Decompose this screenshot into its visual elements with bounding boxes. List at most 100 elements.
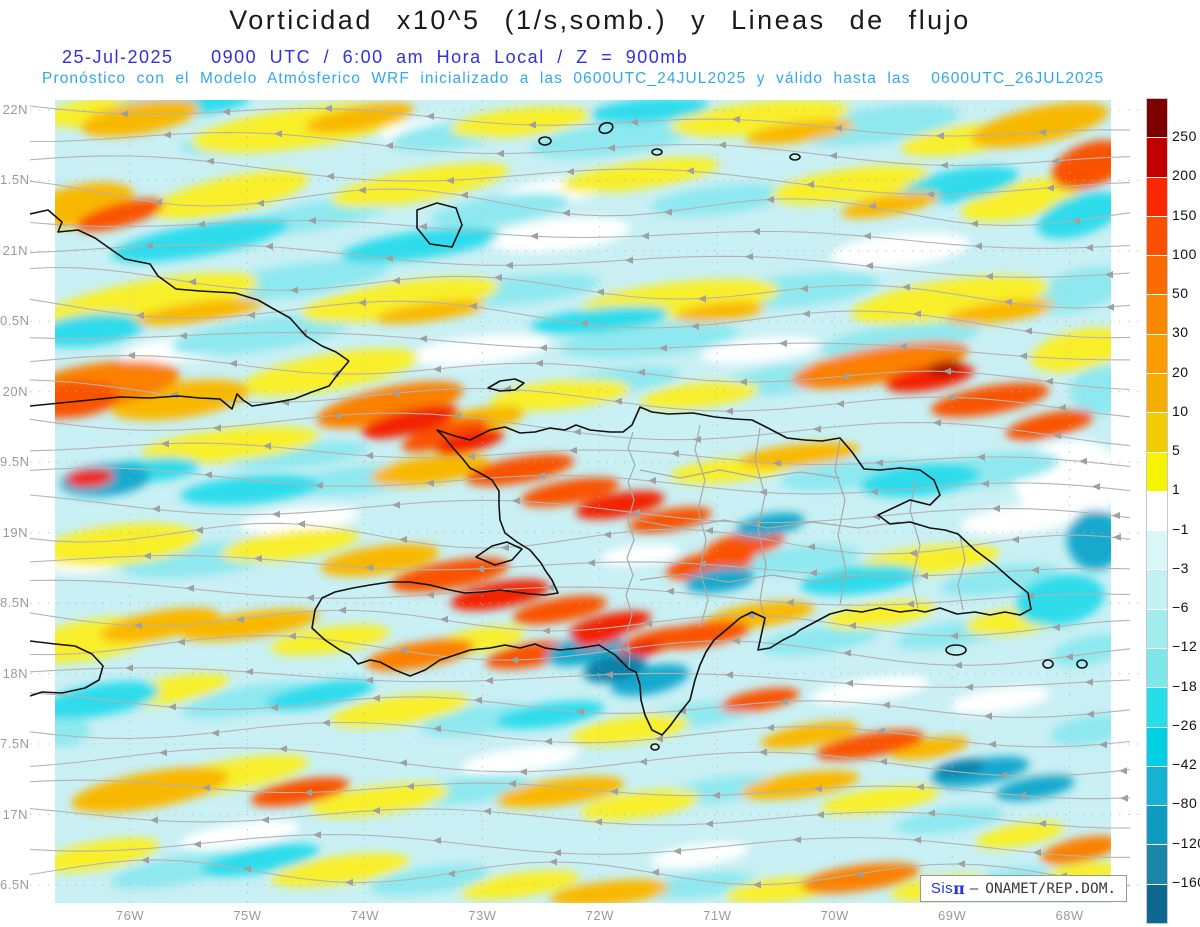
vorticity-blob: [950, 686, 1050, 714]
flow-arrow: [899, 342, 907, 350]
vorticity-blob: [151, 170, 309, 220]
flow-arrow: [315, 481, 323, 490]
flow-arrow: [265, 242, 273, 250]
vorticity-blob: [650, 842, 750, 868]
flow-arrow: [906, 600, 914, 608]
vorticity-blob: [220, 528, 360, 562]
flow-arrow: [621, 645, 629, 654]
vorticity-blob: [55, 381, 120, 419]
colorbar-tick-label: 30: [1172, 324, 1189, 341]
lat-axis: 22N 1.5N 21N 0.5N 20N 9.5N 19N 8.5N 18N 7.5N 17N 6.…: [0, 98, 30, 905]
streamline: [30, 494, 1131, 524]
flow-arrow: [247, 311, 255, 319]
flow-arrow: [270, 704, 278, 712]
lat-tick-label: 9.5N: [0, 454, 30, 470]
lat-tick-label: 22N: [2, 102, 28, 117]
vorticity-blob: [430, 193, 570, 227]
flow-arrow: [261, 816, 269, 824]
streamline: [30, 105, 1131, 137]
flow-arrow: [324, 104, 332, 112]
watermark-badge: Sis π – ONAMET/REP.DOM.: [920, 875, 1127, 902]
flow-arrow: [193, 840, 201, 848]
colorbar-segment: [1147, 806, 1167, 846]
flow-arrow: [641, 232, 649, 240]
vorticity-blob: [300, 277, 500, 323]
border-province: [909, 477, 921, 609]
flow-arrow: [535, 359, 543, 367]
flow-arrow: [501, 544, 509, 552]
colorbar-segment: [1147, 845, 1167, 885]
vorticity-blob: [76, 198, 164, 232]
flow-arrow: [453, 412, 461, 420]
vorticity-blob: [241, 348, 419, 396]
lon-tick-label: 73W: [468, 908, 497, 923]
streamline: [30, 266, 1131, 309]
flow-arrow: [206, 157, 214, 165]
flow-arrow: [195, 526, 203, 534]
flow-arrow: [632, 508, 640, 516]
colorbar-tick-label: −120: [1172, 834, 1200, 851]
border-haiti-dr: [625, 431, 636, 670]
lon-tick-label: 69W: [938, 908, 967, 923]
flow-arrow: [1112, 511, 1120, 520]
flow-arrow: [143, 552, 151, 560]
flow-arrow: [549, 858, 557, 866]
flow-arrow: [392, 389, 400, 398]
flow-arrow: [304, 789, 312, 797]
flow-arrow: [625, 256, 633, 264]
vorticity-blob: [530, 306, 670, 334]
flow-arrow: [1120, 794, 1128, 802]
flow-arrow: [152, 505, 160, 513]
vorticity-blob: [520, 477, 620, 507]
vorticity-blob: [340, 227, 500, 263]
flow-arrow: [977, 453, 985, 461]
vorticity-blob: [495, 700, 605, 730]
flow-arrow: [813, 425, 821, 433]
streamline: [30, 579, 1131, 606]
flow-arrow: [725, 671, 733, 679]
flow-arrow: [779, 339, 787, 347]
vorticity-blob: [55, 714, 90, 746]
flow-arrow: [485, 677, 493, 685]
vorticity-blob: [100, 607, 220, 643]
flow-arrow: [385, 142, 393, 150]
flow-arrow: [1026, 592, 1034, 600]
colorbar-tick-label: −160: [1172, 873, 1200, 890]
flow-arrow: [1053, 431, 1061, 440]
vorticity-blob: [170, 314, 350, 356]
flow-arrow: [168, 703, 176, 711]
flow-arrow: [1045, 377, 1053, 385]
flow-arrow: [288, 632, 296, 640]
lon-tick-label: 74W: [350, 908, 379, 923]
vorticity-blob: [1005, 409, 1095, 441]
flow-arrow: [800, 285, 808, 293]
lat-tick-label: 19N: [2, 524, 28, 540]
watermark-pi-logo: π: [953, 879, 965, 898]
streamline: [30, 747, 1131, 777]
flow-arrow: [1106, 303, 1114, 311]
streamline: [30, 243, 1131, 278]
vorticity-blob: [945, 299, 1055, 325]
colorbar-segment: [1147, 256, 1167, 296]
colorbar-tick-label: −1: [1172, 520, 1189, 537]
colorbar-segment: [1147, 216, 1167, 257]
colorbar-segment: [1147, 138, 1167, 178]
colorbar-tick-label: −6: [1172, 599, 1189, 616]
colorbar-segment: [1147, 609, 1167, 649]
colorbar-segment: [1147, 177, 1167, 217]
coastline-islet: [1042, 659, 1054, 669]
flow-arrow: [186, 584, 194, 592]
vorticity-blob: [490, 379, 630, 411]
border-province: [639, 573, 861, 583]
flow-arrow: [399, 759, 407, 767]
streamline: [30, 467, 1131, 495]
vorticity-blob: [1030, 327, 1111, 373]
flow-arrow: [372, 694, 380, 702]
flow-arrow: [863, 232, 871, 240]
vorticity-blob: [495, 776, 625, 808]
flow-arrow: [927, 809, 935, 817]
vorticity-blob: [850, 275, 1050, 325]
flow-arrow: [308, 216, 316, 225]
streamline: [30, 779, 1131, 800]
vorticity-blob: [760, 624, 880, 656]
